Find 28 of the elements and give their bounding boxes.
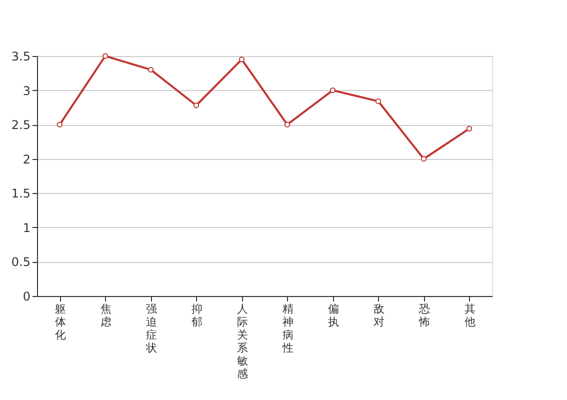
x-tick-label: 抑郁 [191, 302, 202, 328]
y-tick-label: 1.5 [11, 186, 30, 201]
x-tick-label: 恐怖 [418, 302, 430, 328]
point [284, 122, 290, 128]
y-tick-label: 2.5 [11, 118, 30, 132]
y-tick-label: 2 [22, 152, 30, 166]
point [375, 98, 382, 104]
x-tick-label: 躯体化 [54, 302, 66, 342]
point [193, 102, 200, 108]
point [238, 56, 245, 62]
point [56, 122, 63, 128]
x-tick-label: 人际关系敏感 [236, 302, 248, 380]
x-tick-label: 其他 [464, 302, 476, 328]
y-tick-label: 0 [22, 290, 30, 304]
x-tick-label: 强迫症状 [144, 302, 157, 354]
x-tick-label: 焦虑 [100, 302, 112, 328]
point [102, 53, 108, 59]
x-tick-label: 精神病性 [281, 302, 294, 354]
y-tick-label: 3 [22, 84, 30, 98]
y-tick-label: 1 [22, 220, 30, 235]
point [420, 156, 427, 162]
point [330, 87, 336, 94]
point [466, 126, 472, 132]
x-tick-label: 敌对 [373, 302, 384, 328]
x-tick-label: 偏执 [328, 302, 339, 328]
y-tick-label: 0.5 [11, 255, 30, 270]
y-tick-label: 3.5 [11, 50, 30, 64]
point [148, 66, 154, 73]
